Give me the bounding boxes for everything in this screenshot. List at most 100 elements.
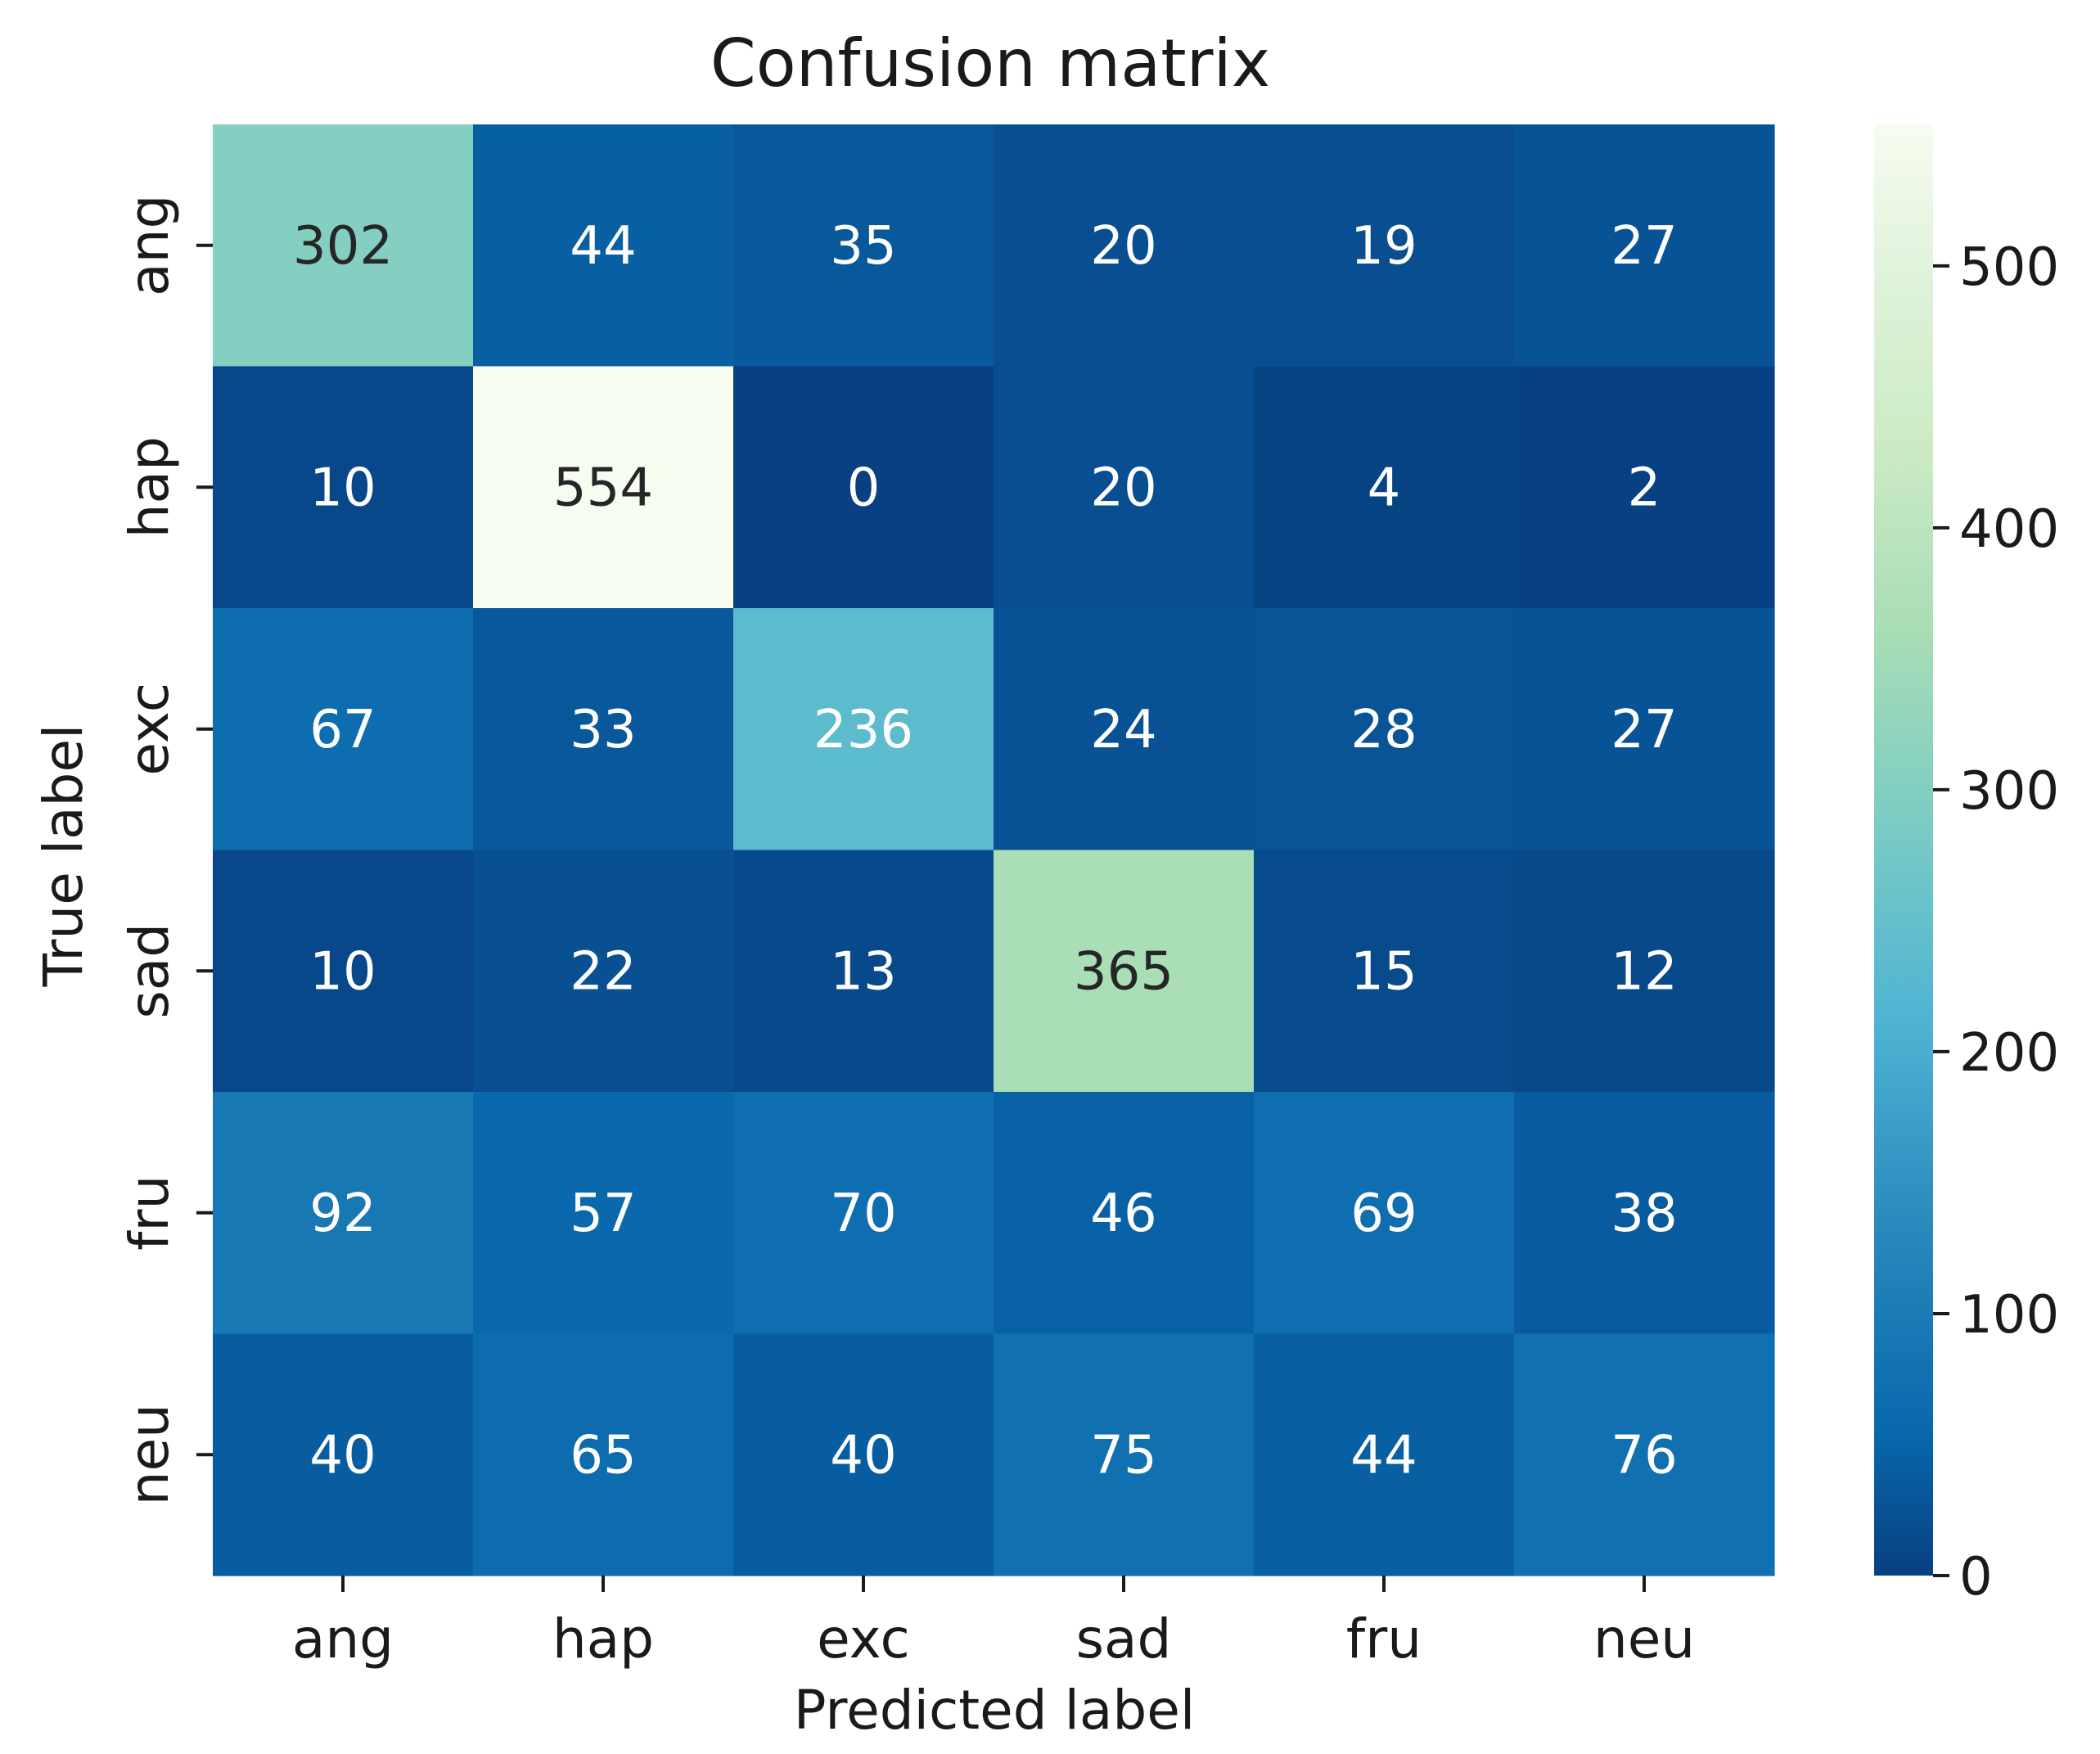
colorbar-tick-label-200: 200 <box>1959 1023 2059 1084</box>
cell-fru-exc <box>733 1092 994 1335</box>
cell-value-ang-ang: 302 <box>293 216 393 277</box>
x-tick-label-neu: neu <box>1593 1607 1695 1671</box>
cell-fru-hap <box>473 1092 734 1335</box>
cell-value-fru-hap: 57 <box>570 1184 636 1244</box>
cell-value-exc-fru: 28 <box>1350 700 1417 760</box>
cell-value-exc-ang: 67 <box>309 700 376 760</box>
cell-value-fru-neu: 38 <box>1611 1184 1677 1244</box>
cell-value-ang-sad: 20 <box>1090 216 1156 277</box>
cell-exc-exc <box>733 608 994 851</box>
cell-ang-fru <box>1254 124 1515 367</box>
cell-fru-fru <box>1254 1092 1515 1335</box>
cell-neu-sad <box>994 1333 1255 1576</box>
cell-value-ang-neu: 27 <box>1611 216 1677 277</box>
colorbar-tick-label-0: 0 <box>1959 1547 1993 1607</box>
heatmap-cell-values: 302 44 35 20 19 27 10 554 0 20 4 2 67 33 236 24 28 27 10 22… <box>293 216 1678 1486</box>
cell-value-hap-fru: 4 <box>1368 458 1401 518</box>
cell-neu-fru <box>1254 1333 1515 1576</box>
x-axis-label: Predicted label <box>794 1679 1195 1742</box>
cell-value-neu-hap: 65 <box>570 1425 636 1486</box>
cell-value-sad-fru: 15 <box>1350 941 1417 1002</box>
cell-value-hap-neu: 2 <box>1628 458 1661 518</box>
colorbar-ticks: 0 100 200 300 400 500 <box>1933 237 2059 1607</box>
heatmap-cells <box>213 124 1775 1576</box>
cell-neu-exc <box>733 1333 994 1576</box>
cell-value-fru-ang: 92 <box>309 1184 376 1244</box>
x-tick-label-ang: ang <box>292 1607 394 1671</box>
colorbar-tick-label-400: 400 <box>1959 499 2059 560</box>
cell-exc-neu <box>1514 608 1775 851</box>
cell-value-sad-ang: 10 <box>309 941 376 1002</box>
cell-value-neu-sad: 75 <box>1090 1425 1156 1486</box>
cell-value-fru-fru: 69 <box>1350 1184 1417 1244</box>
cell-value-sad-neu: 12 <box>1611 941 1677 1002</box>
cell-exc-hap <box>473 608 734 851</box>
cell-hap-hap <box>473 366 734 609</box>
cell-sad-ang <box>213 850 474 1093</box>
cell-neu-hap <box>473 1333 734 1576</box>
cell-sad-sad <box>994 850 1255 1093</box>
cell-value-exc-sad: 24 <box>1090 700 1156 760</box>
cell-value-sad-exc: 13 <box>830 941 896 1002</box>
colorbar-tick-label-300: 300 <box>1959 761 2059 822</box>
cell-sad-exc <box>733 850 994 1093</box>
cell-value-exc-hap: 33 <box>570 700 636 760</box>
cell-value-neu-neu: 76 <box>1611 1425 1677 1486</box>
cell-value-fru-sad: 46 <box>1090 1184 1156 1244</box>
cell-ang-ang <box>213 124 474 367</box>
x-axis-ticks: ang hap exc sad fru neu <box>292 1576 1695 1671</box>
cell-value-hap-sad: 20 <box>1090 458 1156 518</box>
cell-value-neu-exc: 40 <box>830 1425 896 1486</box>
x-tick-label-exc: exc <box>817 1607 910 1671</box>
cell-neu-neu <box>1514 1333 1775 1576</box>
cell-exc-fru <box>1254 608 1515 851</box>
x-tick-label-hap: hap <box>552 1607 654 1671</box>
y-tick-label-neu: neu <box>118 1404 181 1505</box>
colorbar-tick-label-100: 100 <box>1959 1285 2059 1346</box>
y-tick-label-hap: hap <box>118 436 181 538</box>
y-tick-label-fru: fru <box>118 1175 181 1251</box>
cell-value-hap-hap: 554 <box>553 458 653 518</box>
cell-exc-sad <box>994 608 1255 851</box>
cell-hap-exc <box>733 366 994 609</box>
cell-value-exc-exc: 236 <box>813 700 913 760</box>
cell-value-hap-ang: 10 <box>309 458 376 518</box>
y-tick-label-ang: ang <box>118 195 181 296</box>
cell-value-ang-hap: 44 <box>570 216 636 277</box>
cell-value-exc-neu: 27 <box>1611 700 1677 760</box>
cell-hap-fru <box>1254 366 1515 609</box>
cell-ang-exc <box>733 124 994 367</box>
cell-value-sad-sad: 365 <box>1074 941 1174 1002</box>
cell-value-fru-exc: 70 <box>830 1184 896 1244</box>
cell-sad-hap <box>473 850 734 1093</box>
x-tick-label-fru: fru <box>1346 1607 1422 1671</box>
cell-value-ang-exc: 35 <box>830 216 896 277</box>
cell-fru-sad <box>994 1092 1255 1335</box>
cell-ang-hap <box>473 124 734 367</box>
cell-hap-sad <box>994 366 1255 609</box>
cell-value-sad-hap: 22 <box>570 941 636 1002</box>
cell-value-ang-fru: 19 <box>1350 216 1417 277</box>
cell-hap-neu <box>1514 366 1775 609</box>
colorbar-tick-label-500: 500 <box>1959 237 2059 298</box>
cell-sad-fru <box>1254 850 1515 1093</box>
x-tick-label-sad: sad <box>1076 1607 1172 1671</box>
cell-value-hap-exc: 0 <box>847 458 881 518</box>
y-axis-label: True label <box>32 724 95 988</box>
cell-value-neu-fru: 44 <box>1350 1425 1417 1486</box>
y-tick-label-sad: sad <box>118 923 181 1019</box>
chart-title: Confusion matrix <box>710 25 1270 101</box>
cell-neu-ang <box>213 1333 474 1576</box>
cell-ang-sad <box>994 124 1255 367</box>
cell-sad-neu <box>1514 850 1775 1093</box>
cell-hap-ang <box>213 366 474 609</box>
y-tick-label-exc: exc <box>118 683 181 776</box>
cell-ang-neu <box>1514 124 1775 367</box>
cell-exc-ang <box>213 608 474 851</box>
y-axis-ticks: ang hap exc sad fru neu <box>118 195 213 1505</box>
cell-fru-ang <box>213 1092 474 1335</box>
cell-fru-neu <box>1514 1092 1775 1335</box>
colorbar <box>1874 124 1933 1576</box>
cell-value-neu-ang: 40 <box>309 1425 376 1486</box>
